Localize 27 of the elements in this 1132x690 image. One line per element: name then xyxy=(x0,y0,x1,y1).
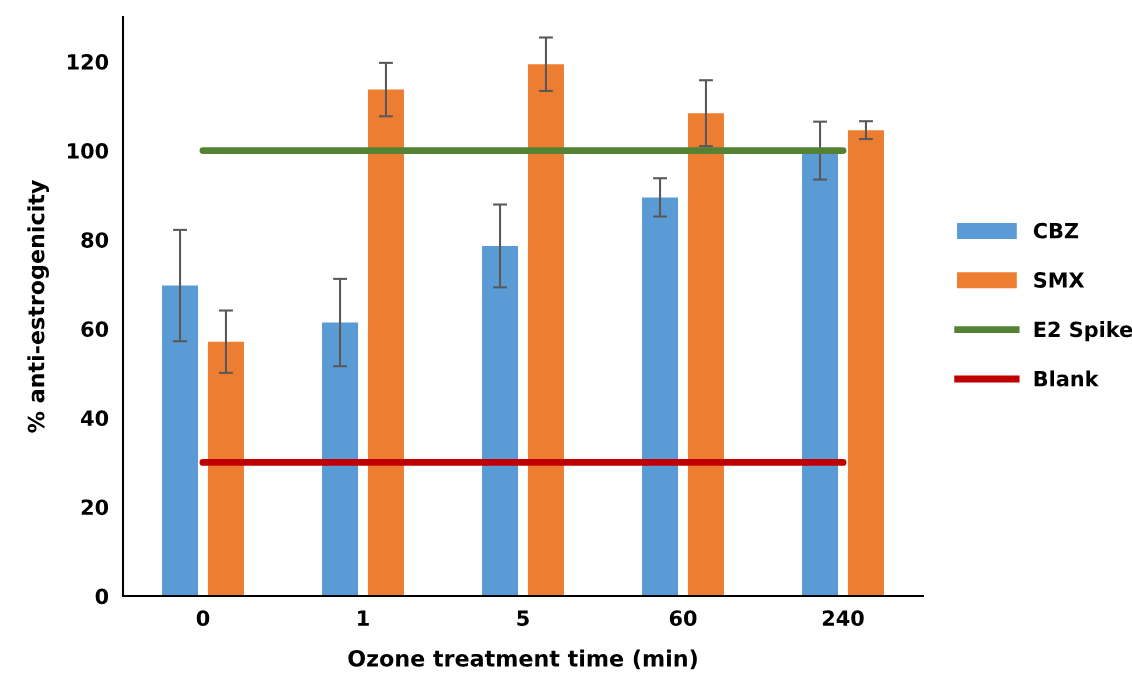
x-tick-label: 240 xyxy=(822,610,864,627)
x-tick-label: 1 xyxy=(358,610,369,626)
y-tick-label: 40 xyxy=(81,410,109,427)
legend-label: Blank xyxy=(1034,370,1099,387)
y-axis-title: % anti-estrogenicity xyxy=(27,180,49,433)
y-tick-label: 60 xyxy=(81,321,109,337)
y-tick-label: 20 xyxy=(81,499,109,516)
bar xyxy=(687,113,724,596)
legend-label: CBZ xyxy=(1033,222,1079,239)
bar xyxy=(527,64,564,596)
y-tick-label: 120 xyxy=(67,53,109,70)
bar xyxy=(847,130,884,596)
y-tick-label: 80 xyxy=(81,232,109,248)
bar xyxy=(367,89,404,596)
bar xyxy=(162,285,199,596)
bar xyxy=(482,245,519,596)
x-axis-title: Ozone treatment time (min) xyxy=(348,649,697,670)
legend-label: E2 Spike xyxy=(1034,321,1132,342)
x-tick-label: 5 xyxy=(517,610,529,627)
x-tick-label: 60 xyxy=(669,610,697,627)
y-tick-label: 0 xyxy=(95,588,109,605)
legend-label: SMX xyxy=(1034,272,1085,288)
bar xyxy=(322,322,359,596)
bar xyxy=(642,197,679,596)
y-tick-label: 100 xyxy=(67,143,109,159)
bar xyxy=(207,341,244,596)
x-tick-label: 0 xyxy=(196,610,210,627)
